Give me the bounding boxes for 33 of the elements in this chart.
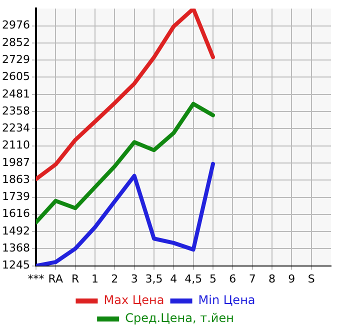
x-tick-label: 1 <box>91 272 98 286</box>
x-tick-label: 6 <box>229 272 236 286</box>
legend-label: Max Цена <box>104 293 164 308</box>
x-tick-label: 9 <box>288 272 296 286</box>
y-tick-label: 2605 <box>2 70 30 84</box>
x-tick-label: 4,5 <box>184 272 202 286</box>
x-tick-label: *** <box>28 272 45 286</box>
y-tick-label: 1616 <box>2 207 30 220</box>
y-tick-label: 2234 <box>2 122 30 135</box>
y-tick-label: 1368 <box>2 242 30 255</box>
y-tick-label: 1863 <box>2 172 30 186</box>
y-tick-label: 2481 <box>2 87 30 100</box>
x-tick-label: RA <box>48 272 64 286</box>
y-tick-label: 1739 <box>2 190 30 204</box>
y-tick-label: 2358 <box>2 104 30 118</box>
legend-label: Сред.Цена, т.йен <box>125 311 234 326</box>
x-tick-label: S <box>308 272 315 286</box>
y-tick-label: 2729 <box>2 52 30 66</box>
x-tick-label: 2 <box>111 272 118 286</box>
y-tick-label: 1492 <box>2 224 30 238</box>
x-tick-label: 5 <box>210 272 216 286</box>
y-tick-label: 2110 <box>2 138 30 152</box>
y-tick-label: 2852 <box>2 36 30 49</box>
y-tick-label: 1987 <box>2 156 30 169</box>
y-tick-label: 1245 <box>2 258 30 272</box>
x-tick-label: 3,5 <box>145 272 163 286</box>
x-tick-label: 3 <box>130 272 138 286</box>
x-tick-label: 7 <box>248 272 256 286</box>
y-tick-label: 2976 <box>2 18 30 32</box>
x-tick-label: 8 <box>268 272 276 286</box>
x-tick-label: 4 <box>170 272 178 286</box>
x-tick-label: R <box>72 272 80 286</box>
legend-label: Min Цена <box>198 293 256 308</box>
